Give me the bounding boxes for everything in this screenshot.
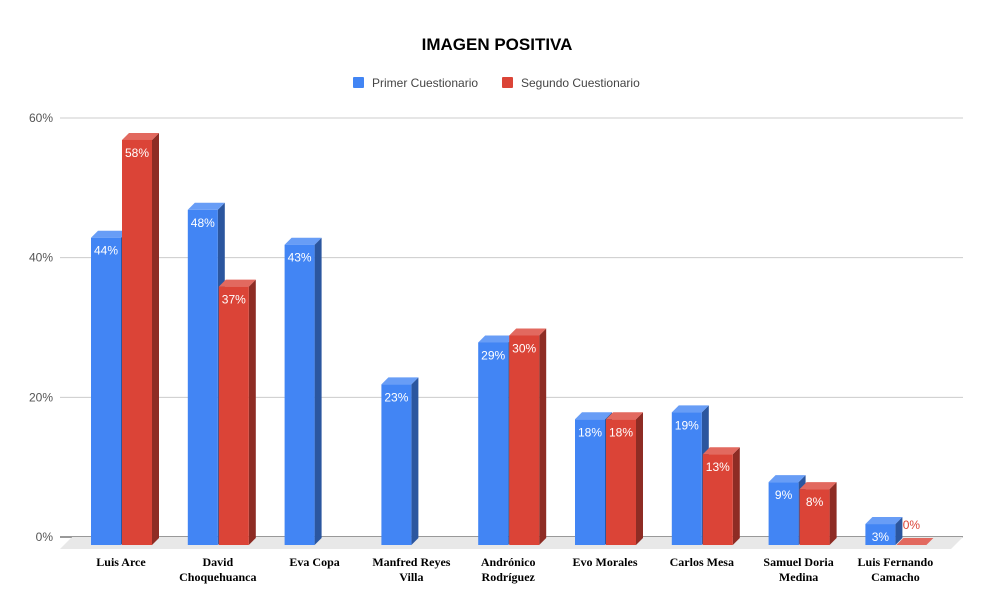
bar-top: [702, 447, 740, 455]
data-label: 3%: [872, 530, 890, 544]
bar-top: [509, 328, 547, 336]
legend: Primer Cuestionario Segundo Cuestionario: [353, 76, 640, 90]
y-tick-label: 40%: [29, 251, 53, 265]
data-label: 29%: [481, 348, 505, 362]
legend-swatch: [353, 77, 364, 88]
bar-front: [381, 384, 412, 545]
bar-front: [606, 419, 636, 545]
bar-side: [248, 279, 256, 545]
bar: 3%: [865, 517, 903, 545]
data-label: 37%: [222, 293, 246, 307]
bar-front: [575, 419, 605, 545]
data-label: 43%: [288, 251, 312, 265]
x-tick-label: Evo Morales: [573, 555, 638, 569]
bar-side: [829, 482, 837, 545]
bar-front: [671, 412, 702, 545]
x-tick-label: Samuel Doria: [763, 555, 833, 569]
bar: 58%: [122, 132, 159, 545]
bar-front: [509, 335, 540, 545]
bar-top: [606, 412, 643, 420]
bar-top: [768, 475, 806, 483]
bar-top: [284, 237, 322, 245]
x-tick-label: Luis Arce: [96, 555, 146, 569]
bar-side: [152, 132, 159, 545]
x-tick-label: Camacho: [871, 570, 920, 584]
legend-label: Segundo Cuestionario: [521, 76, 640, 90]
bar-top: [671, 405, 709, 413]
bar-front: [91, 237, 121, 545]
bar-front: [768, 482, 799, 545]
bar-top: [575, 412, 612, 420]
x-tick-label: Andrónico: [481, 555, 536, 569]
y-tick-label: 60%: [29, 111, 53, 125]
chart-title: IMAGEN POSITIVA: [422, 35, 573, 54]
legend-swatch: [502, 77, 513, 88]
bar-front: [122, 139, 152, 545]
data-label: 18%: [578, 425, 602, 439]
bar-front: [284, 244, 315, 545]
x-tick-label: Carlos Mesa: [670, 555, 734, 569]
bar-front: [702, 454, 733, 545]
x-tick-label: Villa: [399, 570, 423, 584]
bar: 23%: [381, 377, 419, 545]
bar-side: [314, 237, 322, 545]
data-label: 18%: [609, 425, 633, 439]
data-label: 58%: [125, 146, 149, 160]
bar: 8%: [799, 482, 837, 545]
bar-top: [478, 335, 516, 343]
data-label: 30%: [512, 342, 536, 356]
bar-side: [411, 377, 419, 545]
bar: 0%: [896, 518, 934, 545]
bar-front: [187, 209, 218, 546]
bar-front: [865, 524, 896, 545]
data-label: 48%: [191, 216, 215, 230]
y-tick-label: 0%: [36, 530, 54, 544]
x-tick-label: Choquehuanca: [179, 570, 256, 584]
bar-top: [799, 482, 837, 490]
bar-top: [218, 279, 256, 287]
bar: 30%: [509, 328, 547, 545]
bar: 18%: [606, 412, 643, 545]
bar-top: [896, 538, 934, 545]
data-label: 19%: [675, 418, 699, 432]
x-tick-label: Rodríguez: [482, 570, 536, 584]
bar-top: [381, 377, 419, 385]
bar-top: [91, 230, 128, 238]
data-label: 8%: [806, 495, 824, 509]
bar-front: [799, 489, 830, 545]
data-label: 0%: [903, 518, 921, 532]
bar-side: [636, 412, 643, 545]
bar-front: [218, 286, 249, 545]
bar: 13%: [702, 447, 740, 545]
x-tick-label: Eva Copa: [289, 555, 339, 569]
bars: 44% 58% 48% 37% 43% 23% 29% 30% 18% 18% 19% 13% 9% 8%…: [91, 132, 934, 546]
bar-top: [122, 132, 159, 140]
x-tick-label: Luis Fernando: [858, 555, 934, 569]
bar-side: [732, 447, 740, 545]
bar: 43%: [284, 237, 322, 545]
x-tick-label: Medina: [779, 570, 818, 584]
data-label: 44%: [94, 244, 118, 258]
x-tick-label: Manfred Reyes: [372, 555, 450, 569]
data-label: 13%: [706, 460, 730, 474]
data-label: 9%: [775, 488, 793, 502]
x-tick-label: David: [202, 555, 233, 569]
bar-side: [539, 328, 547, 545]
bar: 37%: [218, 279, 256, 545]
bar-front: [478, 342, 509, 545]
bar-side: [895, 517, 903, 545]
legend-label: Primer Cuestionario: [372, 76, 478, 90]
data-label: 23%: [384, 390, 408, 404]
y-tick-label: 20%: [29, 390, 53, 404]
bar-top: [187, 202, 225, 210]
bar-top: [865, 517, 903, 525]
